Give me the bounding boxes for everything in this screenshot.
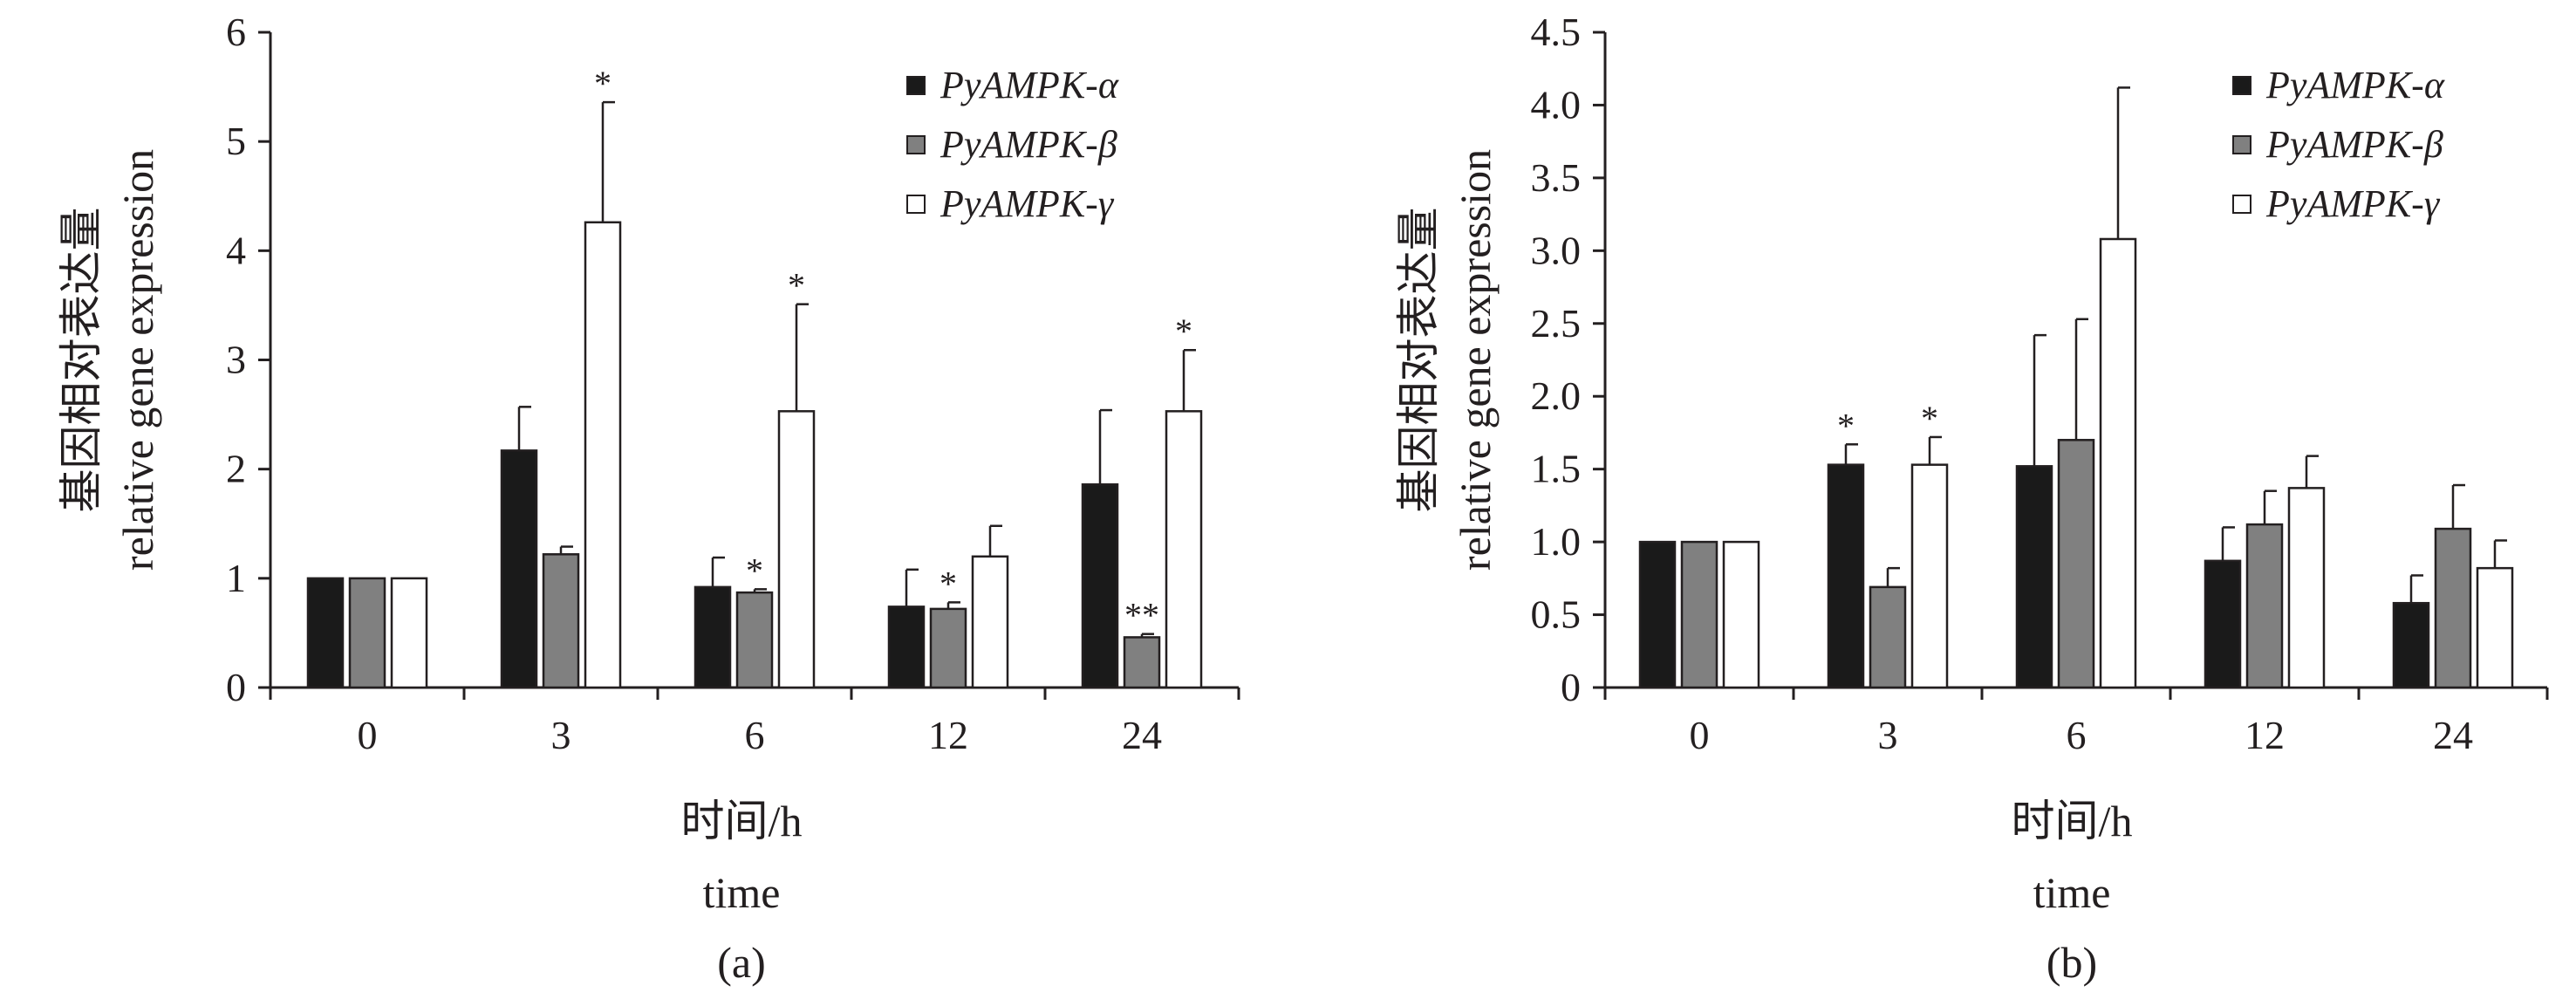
legend-label: PyAMPK-β xyxy=(2265,123,2443,166)
bar xyxy=(306,577,345,689)
bar xyxy=(1827,463,1865,689)
bar xyxy=(2287,487,2326,689)
bar xyxy=(584,221,622,689)
bar xyxy=(1165,410,1203,689)
y-tick-label: 2.0 xyxy=(1531,373,1582,418)
significance-mark: * xyxy=(594,64,612,103)
bar xyxy=(500,449,538,689)
y-tick-label: 2 xyxy=(226,447,246,491)
x-tick-label: 24 xyxy=(1122,713,1162,757)
y-axis-title-cn: 基因相对表达量 xyxy=(57,208,106,513)
panel-label: (a) xyxy=(717,938,766,987)
legend: PyAMPK-α PyAMPK-β PyAMPK-γ xyxy=(906,64,1119,225)
legend-swatch xyxy=(906,195,926,214)
bar xyxy=(694,585,732,689)
y-tick-label: 3.0 xyxy=(1531,228,1582,272)
significance-mark: * xyxy=(746,551,763,590)
bar xyxy=(2245,523,2284,689)
bar xyxy=(1722,540,1760,689)
bar xyxy=(777,410,816,689)
bar xyxy=(971,555,1009,689)
x-tick-label: 0 xyxy=(358,713,378,757)
significance-mark: ** xyxy=(1124,596,1159,635)
bar xyxy=(348,577,386,689)
significance-mark: * xyxy=(1837,406,1855,445)
y-tick-label: 0.5 xyxy=(1531,592,1582,637)
bar xyxy=(2392,601,2430,689)
y-tick-label: 0 xyxy=(226,665,246,709)
y-tick-label: 4.0 xyxy=(1531,82,1582,127)
bar xyxy=(1869,585,1907,689)
bar xyxy=(887,606,926,689)
y-tick-label: 1 xyxy=(226,556,246,600)
legend-swatch xyxy=(2232,195,2251,214)
legend-swatch xyxy=(906,135,926,154)
legend-label: PyAMPK-α xyxy=(2265,64,2445,106)
significance-mark: * xyxy=(1175,311,1192,351)
bar xyxy=(929,607,967,689)
x-tick-label: 12 xyxy=(2245,713,2285,757)
bar xyxy=(2099,237,2137,689)
x-tick-label: 3 xyxy=(1878,713,1898,757)
legend-label: PyAMPK-γ xyxy=(940,182,1115,225)
x-axis-title-cn: 时间/h xyxy=(681,797,803,845)
x-tick-label: 3 xyxy=(551,713,571,757)
bar xyxy=(735,591,774,689)
significance-mark: * xyxy=(788,266,805,305)
x-tick-label: 0 xyxy=(1690,713,1710,757)
legend: PyAMPK-α PyAMPK-β PyAMPK-γ xyxy=(2232,64,2445,225)
legend-label: PyAMPK-β xyxy=(940,123,1117,166)
bar xyxy=(1910,463,1949,689)
legend-label: PyAMPK-γ xyxy=(2265,182,2441,225)
x-tick-label: 24 xyxy=(2433,713,2473,757)
y-tick-label: 3 xyxy=(226,338,246,382)
y-tick-label: 1.0 xyxy=(1531,519,1582,564)
y-tick-label: 3.5 xyxy=(1531,155,1582,200)
bar xyxy=(2476,566,2514,689)
y-axis-title-cn: 基因相对表达量 xyxy=(1394,208,1443,513)
y-tick-label: 0 xyxy=(1561,665,1581,709)
x-axis-title: time xyxy=(2033,868,2111,917)
chart-panel-b: 0 0.5 1.0 1.5 2.0 2.5 3.0 3.5 4.0 4.5 0 3 6 12 24 * * 基因相… xyxy=(1394,10,2549,987)
significance-mark: * xyxy=(1921,399,1938,438)
panel-label: (b) xyxy=(2046,938,2097,987)
bar xyxy=(2204,559,2242,689)
legend-swatch xyxy=(2232,135,2251,154)
bar xyxy=(1680,540,1718,689)
x-axis-title: time xyxy=(703,868,781,917)
bar xyxy=(1638,540,1677,689)
y-tick-label: 4.5 xyxy=(1531,10,1582,54)
legend-swatch xyxy=(2232,76,2251,95)
y-tick-label: 1.5 xyxy=(1531,447,1582,491)
x-tick-label: 12 xyxy=(928,713,968,757)
bar xyxy=(542,553,580,689)
x-tick-label: 6 xyxy=(2067,713,2087,757)
legend-label: PyAMPK-α xyxy=(940,64,1119,106)
bar xyxy=(2434,527,2472,689)
x-tick-label: 6 xyxy=(745,713,765,757)
bar xyxy=(390,577,428,689)
y-tick-label: 5 xyxy=(226,119,246,163)
y-axis-title: relative gene expression xyxy=(113,149,162,571)
y-axis-title: relative gene expression xyxy=(1451,149,1500,571)
y-tick-label: 6 xyxy=(226,10,246,54)
y-tick-label: 2.5 xyxy=(1531,301,1582,346)
bar xyxy=(1081,482,1119,689)
x-axis-title-cn: 时间/h xyxy=(2012,797,2133,845)
significance-mark: * xyxy=(940,564,957,603)
legend-swatch xyxy=(906,76,926,95)
bar xyxy=(1123,636,1161,689)
bar xyxy=(2057,439,2095,689)
y-tick-label: 4 xyxy=(226,228,246,272)
bar xyxy=(2015,465,2053,689)
